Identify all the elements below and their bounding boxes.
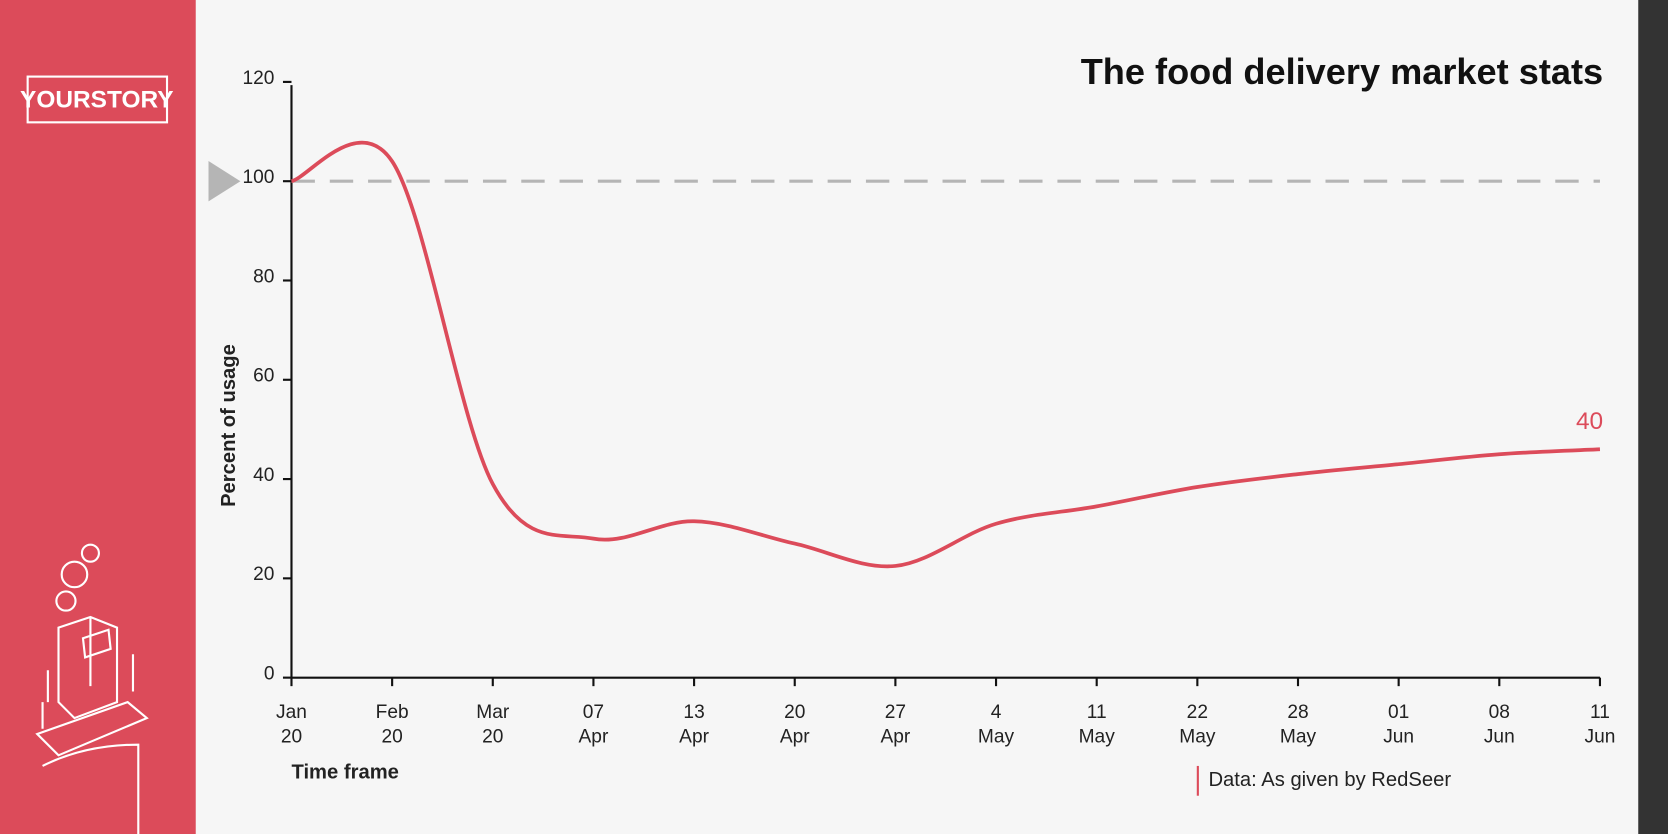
series-line xyxy=(290,140,1601,569)
x-tick-label: 11 Jun xyxy=(1584,701,1616,747)
logo: YOURSTORY xyxy=(20,87,174,114)
right-strip xyxy=(1638,0,1668,834)
y-tick-label: 0 xyxy=(264,664,275,685)
x-tick-label: 13 Apr xyxy=(679,701,709,747)
x-tick-label: 01 Jun xyxy=(1383,701,1415,747)
reference-arrow xyxy=(208,160,241,202)
illustration xyxy=(35,543,149,834)
x-tick-label: 4 May xyxy=(977,701,1015,747)
y-tick-label: 100 xyxy=(243,167,275,188)
logo-box xyxy=(26,75,169,124)
x-tick-label: Mar 20 xyxy=(476,701,510,747)
x-tick-label: Feb 20 xyxy=(375,701,409,747)
y-tick-label: 120 xyxy=(243,68,275,89)
x-tick-label: 07 Apr xyxy=(578,701,609,747)
x-tick-label: 20 Apr xyxy=(779,701,810,747)
x-tick-label: 11 May xyxy=(1078,701,1115,747)
y-tick-label: 20 xyxy=(253,564,274,585)
y-tick-label: 40 xyxy=(253,465,274,486)
y-tick-label: 80 xyxy=(253,266,274,287)
source: Data: As given by RedSeer xyxy=(1208,769,1451,791)
chart-title: The food delivery market stats xyxy=(1081,51,1603,92)
y-tick-label: 60 xyxy=(253,366,274,387)
x-tick-label: Jan 20 xyxy=(276,701,307,747)
x-axis-label: Time frame xyxy=(291,762,398,784)
x-tick-label: 27 Apr xyxy=(880,701,911,747)
x-tick-label: 22 May xyxy=(1179,701,1216,747)
side-band xyxy=(0,0,196,834)
x-tick-label: 08 Jun xyxy=(1483,701,1515,747)
y-axis-label: Percent of usage xyxy=(218,344,240,507)
end-label: 40 xyxy=(1576,408,1603,435)
x-tick-label: 28 May xyxy=(1279,701,1317,747)
